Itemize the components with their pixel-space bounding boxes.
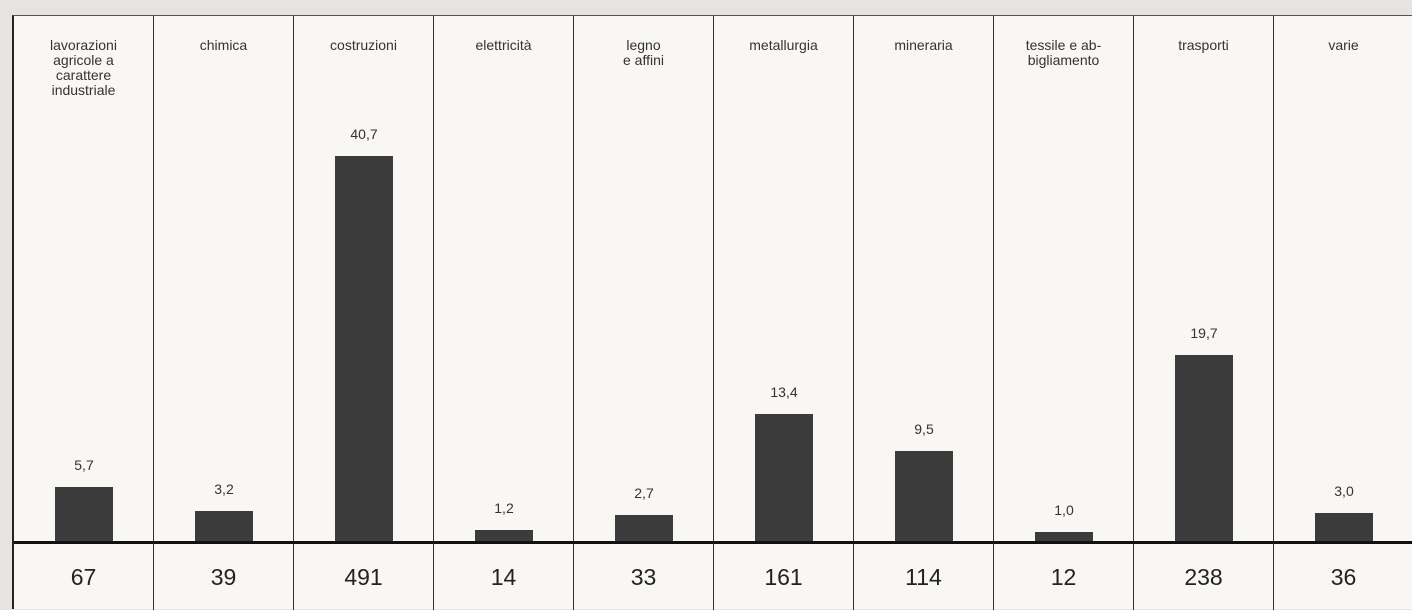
count-cell: 67 xyxy=(14,544,154,610)
column: costruzioni xyxy=(294,16,434,541)
count-cell: 39 xyxy=(154,544,294,610)
count-cell: 491 xyxy=(294,544,434,610)
bar xyxy=(1175,354,1233,541)
chart: 67 39 491 14 33 161 114 12 238 36 lavorazioni agr… xyxy=(12,15,1412,610)
bar xyxy=(615,515,673,541)
bar xyxy=(895,451,953,541)
column: lavorazioni agricole a carattere industr… xyxy=(14,16,154,541)
bar xyxy=(195,510,253,541)
column: trasporti xyxy=(1134,16,1274,541)
column: metallurgia xyxy=(714,16,854,541)
value-label: 1,0 xyxy=(1054,501,1074,518)
count-cell: 12 xyxy=(994,544,1134,610)
column: legno e affini xyxy=(574,16,714,541)
value-label: 3,2 xyxy=(214,480,234,497)
bar xyxy=(1315,512,1373,541)
value-label: 13,4 xyxy=(770,384,798,401)
count-cell: 36 xyxy=(1274,544,1412,610)
value-label: 19,7 xyxy=(1190,324,1218,341)
count-cell: 14 xyxy=(434,544,574,610)
bar xyxy=(335,156,393,541)
category-label: costruzioni xyxy=(330,37,397,53)
column: mineraria xyxy=(854,16,994,541)
value-label: 3,0 xyxy=(1334,482,1354,499)
category-label: mineraria xyxy=(894,37,953,53)
bar xyxy=(475,529,533,541)
category-label: elettricità xyxy=(475,37,532,53)
count-cell: 114 xyxy=(854,544,994,610)
category-label: trasporti xyxy=(1178,37,1229,53)
category-label: chimica xyxy=(199,37,248,53)
category-label: lavorazioni agricole a carattere industr… xyxy=(50,37,117,98)
value-label: 2,7 xyxy=(634,485,654,502)
value-label: 1,2 xyxy=(494,499,514,516)
category-label: legno e affini xyxy=(623,37,664,68)
count-cell: 238 xyxy=(1134,544,1274,610)
count-cell: 33 xyxy=(574,544,714,610)
column: elettricità xyxy=(434,16,574,541)
count-table: 67 39 491 14 33 161 114 12 238 36 xyxy=(14,541,1412,610)
column: chimica xyxy=(154,16,294,541)
value-label: 5,7 xyxy=(74,457,94,474)
category-label: varie xyxy=(1328,37,1359,53)
value-label: 40,7 xyxy=(350,126,378,142)
bar xyxy=(55,487,113,541)
category-label: metallurgia xyxy=(749,37,818,53)
count-cell: 161 xyxy=(714,544,854,610)
category-label: tessile e ab- bigliamento xyxy=(1025,37,1102,68)
column: varie xyxy=(1274,16,1412,541)
value-label: 9,5 xyxy=(914,421,934,438)
bar xyxy=(1035,531,1093,541)
column: tessile e ab- bigliamento xyxy=(994,16,1134,541)
bar xyxy=(755,414,813,541)
